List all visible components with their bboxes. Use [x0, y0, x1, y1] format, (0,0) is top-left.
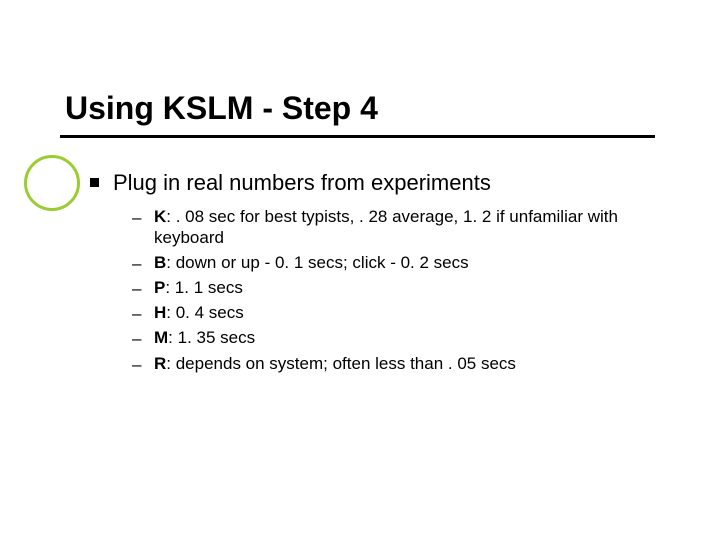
operator-desc: : 0. 4 secs [166, 303, 243, 322]
operator-label: R [154, 354, 166, 373]
operator-desc: : . 08 sec for best typists, . 28 averag… [154, 207, 618, 247]
operator-desc: : 1. 35 secs [168, 328, 255, 347]
dash-bullet-icon: – [132, 253, 140, 274]
operator-desc: : down or up - 0. 1 secs; click - 0. 2 s… [166, 253, 468, 272]
list-item: – B: down or up - 0. 1 secs; click - 0. … [132, 252, 675, 274]
list-item: – K: . 08 sec for best typists, . 28 ave… [132, 206, 675, 249]
list-item-text: H: 0. 4 secs [154, 302, 675, 323]
title-underline [60, 135, 655, 138]
operator-desc: : 1. 1 secs [165, 278, 242, 297]
list-item-text: P: 1. 1 secs [154, 277, 675, 298]
accent-circle-icon [24, 155, 80, 211]
dash-bullet-icon: – [132, 354, 140, 375]
list-item: – M: 1. 35 secs [132, 327, 675, 349]
dash-bullet-icon: – [132, 303, 140, 324]
slide-title: Using KSLM - Step 4 [65, 90, 378, 127]
list-item: – H: 0. 4 secs [132, 302, 675, 324]
operator-label: B [154, 253, 166, 272]
list-item: – P: 1. 1 secs [132, 277, 675, 299]
dash-bullet-icon: – [132, 328, 140, 349]
sub-bullet-list: – K: . 08 sec for best typists, . 28 ave… [132, 206, 675, 375]
list-item: – R: depends on system; often less than … [132, 353, 675, 375]
list-item-text: K: . 08 sec for best typists, . 28 avera… [154, 206, 675, 249]
operator-label: K [154, 207, 166, 226]
dash-bullet-icon: – [132, 278, 140, 299]
square-bullet-icon [90, 178, 99, 187]
dash-bullet-icon: – [132, 207, 140, 228]
bullet-level1: Plug in real numbers from experiments [90, 170, 675, 196]
operator-desc: : depends on system; often less than . 0… [166, 354, 516, 373]
operator-label: H [154, 303, 166, 322]
list-item-text: R: depends on system; often less than . … [154, 353, 675, 374]
list-item-text: M: 1. 35 secs [154, 327, 675, 348]
bullet-text: Plug in real numbers from experiments [113, 170, 491, 196]
slide: Using KSLM - Step 4 Plug in real numbers… [0, 0, 720, 540]
operator-label: P [154, 278, 165, 297]
operator-label: M [154, 328, 168, 347]
list-item-text: B: down or up - 0. 1 secs; click - 0. 2 … [154, 252, 675, 273]
slide-body: Plug in real numbers from experiments – … [90, 170, 675, 378]
